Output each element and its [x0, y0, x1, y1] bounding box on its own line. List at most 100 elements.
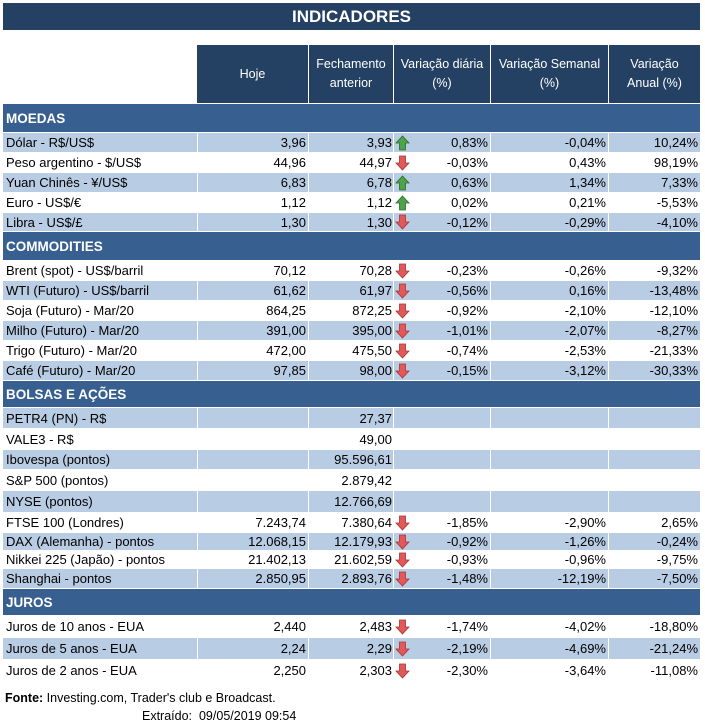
row-label: Juros de 10 anos - EUA: [6, 619, 145, 634]
cell-anual: -21,33%: [608, 341, 700, 360]
cell-anual: [608, 470, 700, 490]
cell-anual: 7,33%: [608, 173, 700, 192]
cell-anterior: 95.596,61: [308, 450, 393, 469]
cell-anterior: 2,483: [308, 616, 393, 637]
arrow-down-icon: [395, 283, 410, 299]
table-row: Juros de 2 anos - EUA 2,250 2,303 -2,30% -3,…: [3, 660, 700, 682]
arrow-down-icon: [395, 155, 410, 171]
cell-semanal: -0,04%: [490, 133, 608, 152]
cell-semanal: 0,21%: [490, 193, 608, 212]
cell-anual: [608, 429, 700, 449]
table-row: Juros de 10 anos - EUA 2,440 2,483 -1,74% -4…: [3, 616, 700, 638]
cell-diaria-value: -1,85%: [446, 515, 488, 530]
row-label: DAX (Alemanha) - pontos: [6, 534, 155, 549]
arrow-down-icon: [395, 552, 410, 568]
cell-diaria-value: -0,92%: [446, 534, 488, 549]
cell-anual: [608, 491, 700, 512]
cell-anual: 2,65%: [608, 513, 700, 532]
cell-diaria-value: -0,23%: [446, 263, 488, 278]
cell-semanal: -0,29%: [490, 213, 608, 231]
arrow-down-icon: [395, 515, 410, 531]
cell-diaria-value: 0,83%: [451, 135, 488, 150]
row-label: WTI (Futuro) - US$/barril: [6, 283, 150, 298]
cell-diaria-value: -0,93%: [446, 552, 488, 567]
row-label: Café (Futuro) - Mar/20: [6, 363, 136, 378]
cell-anterior: 7.380,64: [308, 513, 393, 532]
row-label: S&P 500 (pontos): [6, 472, 109, 488]
table-row: Peso argentino - $/US$ 44,96 44,97 -0,03% 0,…: [3, 153, 700, 173]
cell-semanal: -3,64%: [490, 660, 608, 681]
table-row: PETR4 (PN) - R$ 27,37: [3, 408, 700, 429]
section-header-bolsas-e-a-es: BOLSAS E AÇÕES: [3, 381, 700, 408]
cell-diaria: -0,56%: [393, 281, 490, 300]
cell-semanal: -2,53%: [490, 341, 608, 360]
column-header-variacao-semanal: Variação Semanal (%): [490, 45, 608, 103]
cell-diaria: [393, 470, 490, 490]
table-row: Shanghai - pontos 2.850,95 2.893,76 -1,48% -…: [3, 569, 700, 589]
cell-semanal: 1,34%: [490, 173, 608, 192]
cell-hoje: 3,96: [197, 133, 308, 152]
cell-diaria: -0,92%: [393, 533, 490, 550]
cell-diaria: -2,19%: [393, 638, 490, 659]
cell-diaria: -1,01%: [393, 321, 490, 340]
section-header-commodities: COMMODITIES: [3, 232, 700, 261]
cell-anual: -8,27%: [608, 321, 700, 340]
table-row: Libra - US$/£ 1,30 1,30 -0,12% -0,29% -4,10%: [3, 213, 700, 232]
row-label: Trigo (Futuro) - Mar/20: [6, 343, 137, 358]
cell-anterior: 61,97: [308, 281, 393, 300]
row-label: FTSE 100 (Londres): [6, 515, 124, 530]
cell-anterior: 21.602,59: [308, 551, 393, 568]
column-header-variacao-diaria: Variação diária (%): [393, 45, 490, 103]
cell-diaria-value: 0,02%: [451, 195, 488, 210]
cell-anual: [608, 450, 700, 469]
cell-semanal: [490, 450, 608, 469]
cell-diaria: 0,02%: [393, 193, 490, 212]
cell-diaria-value: -0,92%: [446, 303, 488, 318]
cell-anterior: 2.879,42: [308, 470, 393, 490]
row-label: Milho (Futuro) - Mar/20: [6, 323, 139, 338]
cell-anterior: 1,12: [308, 193, 393, 212]
cell-anual: -9,32%: [608, 261, 700, 280]
cell-anterior: 475,50: [308, 341, 393, 360]
arrow-down-icon: [395, 363, 410, 379]
cell-diaria: [393, 408, 490, 428]
cell-anterior: 70,28: [308, 261, 393, 280]
cell-hoje: 61,62: [197, 281, 308, 300]
table-row: VALE3 - R$ 49,00: [3, 429, 700, 450]
source-label: Fonte:: [5, 691, 44, 705]
table-row: FTSE 100 (Londres) 7.243,74 7.380,64 -1,85%…: [3, 513, 700, 533]
section-header-juros: JUROS: [3, 589, 700, 616]
cell-semanal: [490, 470, 608, 490]
cell-diaria-value: -2,30%: [446, 663, 488, 678]
cell-anterior: 395,00: [308, 321, 393, 340]
cell-semanal: -12,19%: [490, 569, 608, 588]
cell-hoje: 2.850,95: [197, 569, 308, 588]
row-label: Nikkei 225 (Japão) - pontos: [6, 552, 165, 567]
footer-extracted: Extraído: 09/05/2019 09:54: [142, 708, 296, 725]
cell-hoje: 391,00: [197, 321, 308, 340]
table-row: Café (Futuro) - Mar/20 97,85 98,00 -0,15% -3…: [3, 361, 700, 381]
cell-anual: 10,24%: [608, 133, 700, 152]
arrow-down-icon: [395, 343, 410, 359]
arrow-down-icon: [395, 263, 410, 279]
cell-hoje: [197, 470, 308, 490]
cell-hoje: 1,12: [197, 193, 308, 212]
cell-diaria: -1,85%: [393, 513, 490, 532]
cell-anual: -21,24%: [608, 638, 700, 659]
arrow-down-icon: [395, 214, 410, 230]
cell-anual: -11,08%: [608, 660, 700, 681]
row-label: VALE3 - R$: [6, 431, 74, 447]
cell-semanal: -3,12%: [490, 361, 608, 380]
arrow-down-icon: [395, 641, 410, 657]
table-row: Milho (Futuro) - Mar/20 391,00 395,00 -1,01…: [3, 321, 700, 341]
cell-anterior: 12.766,69: [308, 491, 393, 512]
column-header-variacao-anual: Variação Anual (%): [608, 45, 700, 103]
cell-diaria-value: -0,56%: [446, 283, 488, 298]
arrow-down-icon: [395, 663, 410, 679]
row-label: Yuan Chinês - ¥/US$: [6, 175, 128, 190]
cell-diaria: [393, 491, 490, 512]
cell-diaria: -1,74%: [393, 616, 490, 637]
cell-anterior: 1,30: [308, 213, 393, 231]
cell-diaria: 0,83%: [393, 133, 490, 152]
cell-hoje: 2,440: [197, 616, 308, 637]
